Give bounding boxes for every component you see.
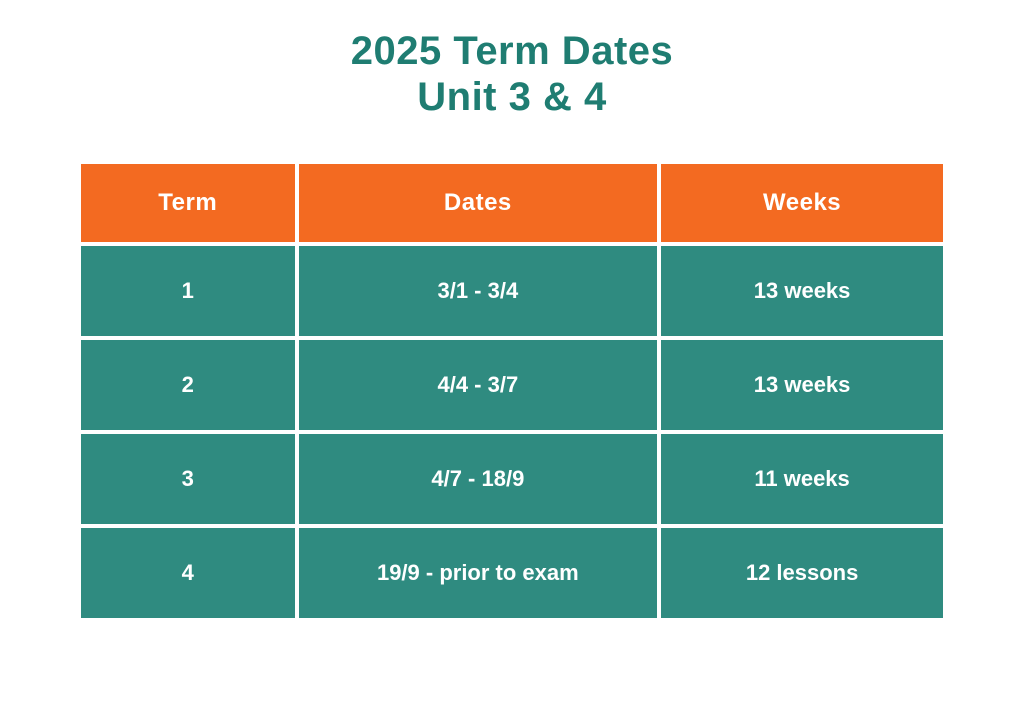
title-line-2: Unit 3 & 4 (0, 74, 1024, 120)
cell-term: 4 (81, 528, 295, 618)
cell-dates: 4/4 - 3/7 (299, 340, 658, 430)
title-block: 2025 Term Dates Unit 3 & 4 (0, 0, 1024, 120)
page: 2025 Term Dates Unit 3 & 4 Term Dates We… (0, 0, 1024, 724)
table-row: 1 3/1 - 3/4 13 weeks (81, 246, 943, 336)
term-dates-table-wrap: Term Dates Weeks 1 3/1 - 3/4 13 weeks 2 … (77, 160, 947, 622)
title-line-1: 2025 Term Dates (0, 28, 1024, 74)
table-row: 2 4/4 - 3/7 13 weeks (81, 340, 943, 430)
col-header-dates: Dates (299, 164, 658, 242)
table-row: 3 4/7 - 18/9 11 weeks (81, 434, 943, 524)
cell-weeks: 12 lessons (661, 528, 943, 618)
cell-dates: 19/9 - prior to exam (299, 528, 658, 618)
term-dates-table: Term Dates Weeks 1 3/1 - 3/4 13 weeks 2 … (77, 160, 947, 622)
cell-dates: 4/7 - 18/9 (299, 434, 658, 524)
col-header-weeks: Weeks (661, 164, 943, 242)
cell-term: 3 (81, 434, 295, 524)
cell-term: 2 (81, 340, 295, 430)
table-header-row: Term Dates Weeks (81, 164, 943, 242)
cell-dates: 3/1 - 3/4 (299, 246, 658, 336)
cell-weeks: 13 weeks (661, 340, 943, 430)
cell-weeks: 11 weeks (661, 434, 943, 524)
cell-term: 1 (81, 246, 295, 336)
col-header-term: Term (81, 164, 295, 242)
cell-weeks: 13 weeks (661, 246, 943, 336)
table-row: 4 19/9 - prior to exam 12 lessons (81, 528, 943, 618)
